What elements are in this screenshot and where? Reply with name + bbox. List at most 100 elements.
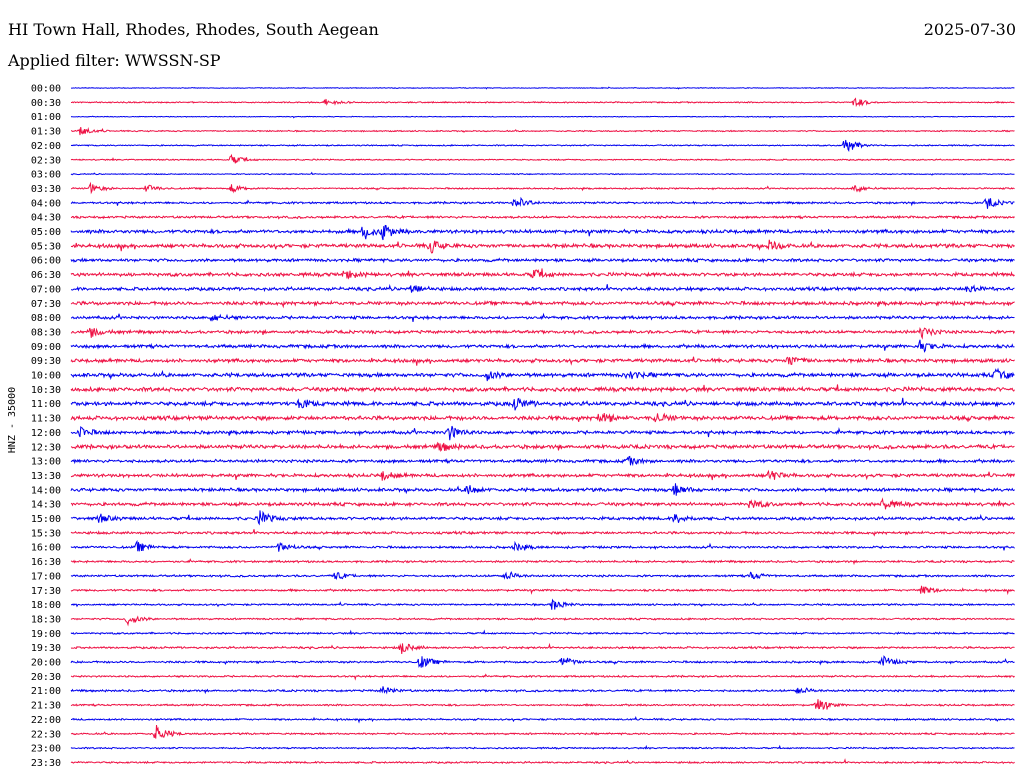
row-label: 19:00 bbox=[31, 629, 61, 640]
row-label: 04:00 bbox=[31, 198, 61, 209]
trace-line bbox=[70, 196, 1015, 209]
row-label: 00:00 bbox=[31, 84, 61, 95]
row-label: 15:00 bbox=[31, 514, 61, 525]
row-label: 10:00 bbox=[31, 371, 61, 382]
row-label: 14:00 bbox=[31, 485, 61, 496]
trace-line bbox=[70, 257, 1015, 264]
trace-line bbox=[70, 715, 1015, 724]
trace-line bbox=[70, 356, 1015, 366]
trace-line bbox=[70, 367, 1015, 382]
date-label: 2025-07-30 bbox=[923, 20, 1016, 39]
trace-line bbox=[70, 585, 1015, 596]
row-label: 07:00 bbox=[31, 284, 61, 295]
trace-line bbox=[70, 642, 1015, 655]
trace-line bbox=[70, 483, 1015, 496]
row-label: 16:30 bbox=[31, 557, 61, 568]
row-label: 20:30 bbox=[31, 672, 61, 683]
row-label: 05:00 bbox=[31, 227, 61, 238]
trace-line bbox=[70, 97, 1015, 108]
row-label: 11:00 bbox=[31, 399, 61, 410]
trace-line bbox=[70, 699, 1015, 711]
trace-line bbox=[70, 469, 1015, 481]
row-label: 06:30 bbox=[31, 270, 61, 281]
trace-line bbox=[70, 86, 1015, 90]
trace-line bbox=[70, 283, 1015, 293]
trace-line bbox=[70, 455, 1015, 467]
row-label: 03:30 bbox=[31, 184, 61, 195]
trace-line bbox=[70, 239, 1015, 254]
seismic-traces bbox=[70, 86, 1015, 765]
row-label: 22:00 bbox=[31, 715, 61, 726]
trace-line bbox=[70, 724, 1015, 739]
row-label: 02:00 bbox=[31, 141, 61, 152]
trace-line bbox=[70, 171, 1015, 176]
trace-line bbox=[70, 153, 1015, 164]
trace-line bbox=[70, 412, 1015, 423]
row-label: 20:00 bbox=[31, 658, 61, 669]
row-label: 21:00 bbox=[31, 686, 61, 697]
trace-line bbox=[70, 224, 1015, 241]
row-label: 13:00 bbox=[31, 457, 61, 468]
row-label: 17:00 bbox=[31, 571, 61, 582]
trace-line bbox=[70, 139, 1015, 152]
row-label: 18:30 bbox=[31, 614, 61, 625]
row-label: 19:30 bbox=[31, 643, 61, 654]
trace-line bbox=[70, 529, 1015, 537]
trace-line bbox=[70, 339, 1015, 353]
row-label: 22:30 bbox=[31, 729, 61, 740]
trace-line bbox=[70, 425, 1015, 441]
trace-line bbox=[70, 299, 1015, 309]
trace-line bbox=[70, 558, 1015, 566]
station-title: HI Town Hall, Rhodes, Rhodes, South Aege… bbox=[8, 20, 379, 39]
trace-line bbox=[70, 397, 1015, 411]
trace-line bbox=[70, 497, 1015, 510]
row-label: 01:30 bbox=[31, 127, 61, 138]
row-label: 16:00 bbox=[31, 543, 61, 554]
trace-line bbox=[70, 181, 1015, 195]
row-label: 12:30 bbox=[31, 442, 61, 453]
row-label: 03:00 bbox=[31, 170, 61, 181]
filter-label: Applied filter: WWSSN-SP bbox=[8, 51, 221, 70]
row-label: 13:30 bbox=[31, 471, 61, 482]
trace-line bbox=[70, 744, 1015, 750]
trace-line bbox=[71, 126, 1015, 136]
row-label: 01:00 bbox=[31, 112, 61, 123]
trace-line bbox=[70, 598, 1015, 610]
time-tick-labels: 00:00 00:30 01:00 01:30 02:00 02:30 03:00 03:30… bbox=[31, 84, 61, 769]
trace-line bbox=[70, 115, 1015, 119]
trace-line bbox=[70, 615, 1015, 627]
row-label: 17:30 bbox=[31, 586, 61, 597]
row-label: 10:30 bbox=[31, 385, 61, 396]
row-label: 11:30 bbox=[31, 414, 61, 425]
row-label: 07:30 bbox=[31, 299, 61, 310]
row-label: 14:30 bbox=[31, 500, 61, 511]
trace-line bbox=[70, 441, 1015, 452]
trace-line bbox=[70, 214, 1015, 220]
row-label: 18:00 bbox=[31, 600, 61, 611]
row-label: 05:30 bbox=[31, 241, 61, 252]
row-label: 02:30 bbox=[31, 155, 61, 166]
row-label: 12:00 bbox=[31, 428, 61, 439]
trace-line bbox=[70, 540, 1015, 552]
row-label: 00:30 bbox=[31, 98, 61, 109]
trace-line bbox=[70, 758, 1015, 765]
trace-line bbox=[70, 510, 1015, 526]
row-label: 21:30 bbox=[31, 701, 61, 712]
trace-line bbox=[70, 655, 1015, 668]
trace-line bbox=[70, 673, 1015, 681]
row-label: 09:00 bbox=[31, 342, 61, 353]
row-label: 23:00 bbox=[31, 744, 61, 755]
trace-line bbox=[70, 268, 1015, 280]
trace-line bbox=[70, 326, 1015, 340]
trace-line bbox=[70, 629, 1015, 636]
trace-line bbox=[70, 686, 1015, 695]
row-label: 06:00 bbox=[31, 256, 61, 267]
row-label: 08:30 bbox=[31, 327, 61, 338]
y-axis-label: HNZ - 35000 bbox=[7, 387, 18, 453]
trace-line bbox=[70, 571, 1015, 581]
row-label: 23:30 bbox=[31, 758, 61, 769]
row-label: 15:30 bbox=[31, 528, 61, 539]
trace-line bbox=[70, 384, 1015, 394]
trace-line bbox=[70, 312, 1015, 322]
